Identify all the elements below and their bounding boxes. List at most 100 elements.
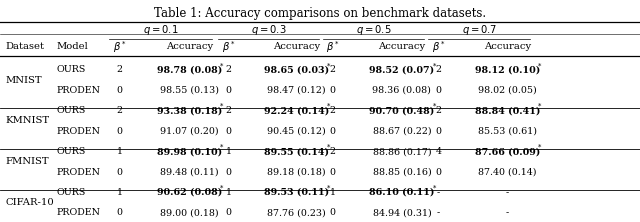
Text: 89.00 (0.18): 89.00 (0.18)	[160, 208, 219, 217]
Text: Model: Model	[56, 42, 88, 51]
Text: OURS: OURS	[56, 65, 86, 74]
Text: OURS: OURS	[56, 147, 86, 156]
Text: 88.84 (0.41): 88.84 (0.41)	[475, 106, 540, 115]
Text: 2: 2	[330, 106, 336, 115]
Text: *: *	[433, 185, 436, 193]
Text: 89.55 (0.14): 89.55 (0.14)	[264, 147, 329, 156]
Text: 0: 0	[225, 127, 232, 136]
Text: 0: 0	[435, 127, 442, 136]
Text: 88.67 (0.22): 88.67 (0.22)	[372, 127, 431, 136]
Text: 98.36 (0.08): 98.36 (0.08)	[372, 86, 431, 95]
Text: 89.18 (0.18): 89.18 (0.18)	[267, 168, 326, 176]
Text: 84.94 (0.31): 84.94 (0.31)	[372, 208, 431, 217]
Text: Table 1: Accuracy comparisons on benchmark datasets.: Table 1: Accuracy comparisons on benchma…	[154, 7, 486, 20]
Text: Accuracy: Accuracy	[484, 42, 531, 51]
Text: 98.12 (0.10): 98.12 (0.10)	[475, 65, 540, 74]
Text: 2: 2	[225, 65, 232, 74]
Text: 0: 0	[330, 208, 336, 217]
Text: Accuracy: Accuracy	[378, 42, 426, 51]
Text: 2: 2	[435, 65, 442, 74]
Text: $\beta^*$: $\beta^*$	[113, 39, 127, 55]
Text: *: *	[433, 62, 436, 70]
Text: 1: 1	[225, 147, 232, 156]
Text: *: *	[327, 185, 330, 193]
Text: 0: 0	[435, 168, 442, 176]
Text: 4: 4	[435, 147, 442, 156]
Text: 90.62 (0.08): 90.62 (0.08)	[157, 188, 222, 197]
Text: 0: 0	[116, 208, 123, 217]
Text: *: *	[327, 62, 330, 70]
Text: 2: 2	[435, 106, 442, 115]
Text: *: *	[538, 144, 541, 152]
Text: 0: 0	[225, 208, 232, 217]
Text: 0: 0	[116, 168, 123, 176]
Text: 98.78 (0.08): 98.78 (0.08)	[157, 65, 222, 74]
Text: *: *	[220, 185, 223, 193]
Text: 88.86 (0.17): 88.86 (0.17)	[372, 147, 431, 156]
Text: MNIST: MNIST	[5, 76, 42, 85]
Text: $q = 0.5$: $q = 0.5$	[356, 23, 391, 37]
Text: CIFAR-10: CIFAR-10	[5, 198, 54, 207]
Text: 2: 2	[116, 106, 123, 115]
Text: Accuracy: Accuracy	[273, 42, 320, 51]
Text: -: -	[506, 188, 509, 197]
Text: 0: 0	[116, 127, 123, 136]
Text: *: *	[327, 144, 330, 152]
Text: -: -	[436, 188, 440, 197]
Text: 0: 0	[330, 127, 336, 136]
Text: Dataset: Dataset	[5, 42, 44, 51]
Text: 89.98 (0.10): 89.98 (0.10)	[157, 147, 222, 156]
Text: 2: 2	[330, 147, 336, 156]
Text: *: *	[327, 103, 330, 111]
Text: 87.40 (0.14): 87.40 (0.14)	[478, 168, 537, 176]
Text: $\beta^*$: $\beta^*$	[221, 39, 236, 55]
Text: $q = 0.1$: $q = 0.1$	[143, 23, 179, 37]
Text: 92.24 (0.14): 92.24 (0.14)	[264, 106, 329, 115]
Text: 98.55 (0.13): 98.55 (0.13)	[160, 86, 219, 95]
Text: FMNIST: FMNIST	[5, 157, 49, 166]
Text: *: *	[538, 62, 541, 70]
Text: 88.85 (0.16): 88.85 (0.16)	[372, 168, 431, 176]
Text: Accuracy: Accuracy	[166, 42, 213, 51]
Text: 0: 0	[330, 86, 336, 95]
Text: 1: 1	[116, 188, 123, 197]
Text: 98.65 (0.03): 98.65 (0.03)	[264, 65, 329, 74]
Text: PRODEN: PRODEN	[56, 127, 100, 136]
Text: $\beta^*$: $\beta^*$	[431, 39, 445, 55]
Text: KMNIST: KMNIST	[5, 117, 49, 125]
Text: -: -	[436, 208, 440, 217]
Text: 2: 2	[330, 65, 336, 74]
Text: 98.47 (0.12): 98.47 (0.12)	[267, 86, 326, 95]
Text: 1: 1	[225, 188, 232, 197]
Text: 87.76 (0.23): 87.76 (0.23)	[267, 208, 326, 217]
Text: *: *	[433, 103, 436, 111]
Text: PRODEN: PRODEN	[56, 86, 100, 95]
Text: *: *	[220, 144, 223, 152]
Text: 89.53 (0.11): 89.53 (0.11)	[264, 188, 329, 197]
Text: 2: 2	[116, 65, 123, 74]
Text: OURS: OURS	[56, 106, 86, 115]
Text: 98.52 (0.07): 98.52 (0.07)	[369, 65, 435, 74]
Text: 0: 0	[225, 168, 232, 176]
Text: PRODEN: PRODEN	[56, 208, 100, 217]
Text: 0: 0	[225, 86, 232, 95]
Text: 1: 1	[330, 188, 336, 197]
Text: 89.48 (0.11): 89.48 (0.11)	[160, 168, 219, 176]
Text: OURS: OURS	[56, 188, 86, 197]
Text: 85.53 (0.61): 85.53 (0.61)	[478, 127, 537, 136]
Text: $\beta^*$: $\beta^*$	[326, 39, 340, 55]
Text: 0: 0	[435, 86, 442, 95]
Text: 0: 0	[330, 168, 336, 176]
Text: $q = 0.3$: $q = 0.3$	[251, 23, 286, 37]
Text: *: *	[220, 103, 223, 111]
Text: 93.38 (0.18): 93.38 (0.18)	[157, 106, 222, 115]
Text: 1: 1	[116, 147, 123, 156]
Text: 87.66 (0.09): 87.66 (0.09)	[475, 147, 540, 156]
Text: 90.70 (0.48): 90.70 (0.48)	[369, 106, 435, 115]
Text: $q = 0.7$: $q = 0.7$	[461, 23, 497, 37]
Text: 90.45 (0.12): 90.45 (0.12)	[267, 127, 326, 136]
Text: 86.10 (0.11): 86.10 (0.11)	[369, 188, 435, 197]
Text: PRODEN: PRODEN	[56, 168, 100, 176]
Text: 98.02 (0.05): 98.02 (0.05)	[478, 86, 537, 95]
Text: *: *	[220, 62, 223, 70]
